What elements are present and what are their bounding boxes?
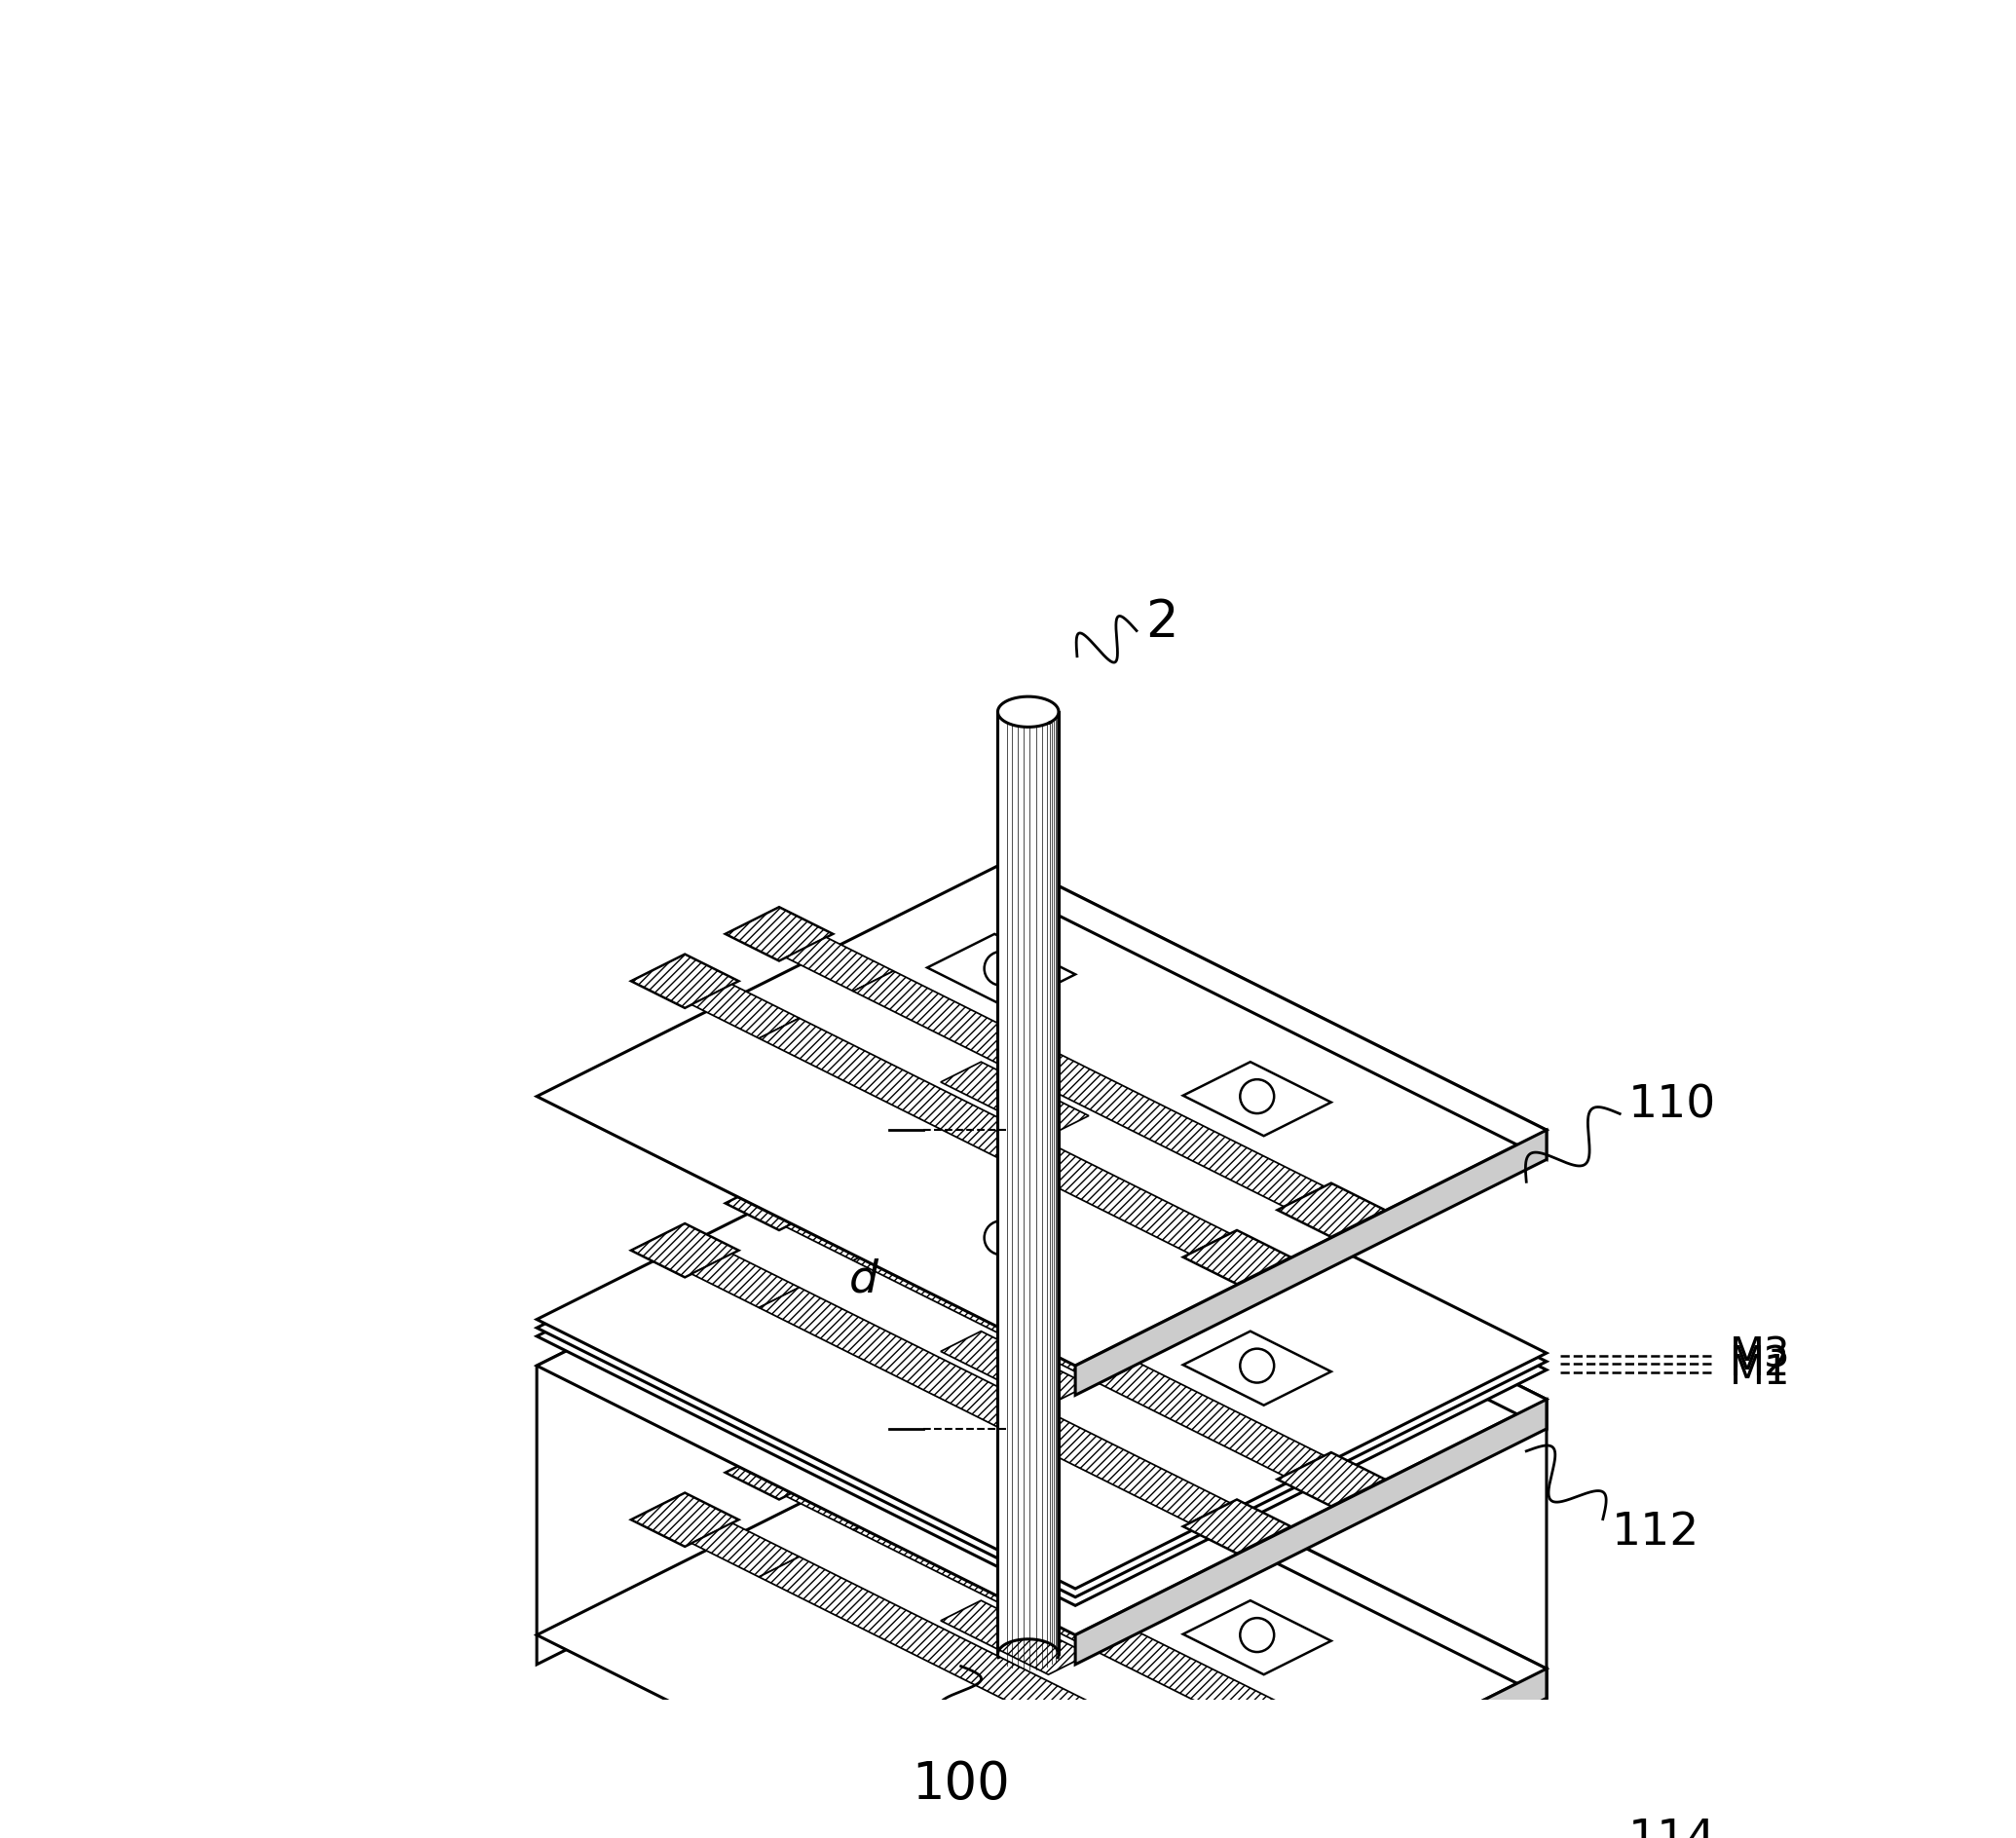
Polygon shape [536, 860, 1546, 1366]
Polygon shape [536, 1399, 1546, 1838]
Polygon shape [941, 1062, 1089, 1136]
Polygon shape [726, 1447, 833, 1500]
Polygon shape [726, 906, 833, 961]
Polygon shape [1183, 1331, 1331, 1406]
Polygon shape [1183, 1601, 1331, 1674]
Polygon shape [786, 1206, 893, 1261]
Polygon shape [1183, 1062, 1331, 1136]
Polygon shape [536, 1092, 1546, 1597]
Polygon shape [726, 1176, 833, 1230]
Polygon shape [1008, 1399, 1546, 1698]
Polygon shape [1183, 1230, 1290, 1285]
Polygon shape [1183, 1500, 1290, 1553]
Polygon shape [1278, 1184, 1385, 1237]
Polygon shape [853, 1241, 1325, 1476]
Text: 2: 2 [1145, 597, 1177, 647]
Text: d: d [849, 1257, 879, 1301]
Polygon shape [631, 1492, 738, 1546]
Polygon shape [853, 1509, 1325, 1746]
Text: M3: M3 [1730, 1334, 1790, 1377]
Text: 112: 112 [1611, 1511, 1699, 1555]
Text: 100: 100 [911, 1759, 1010, 1810]
Polygon shape [631, 954, 738, 1007]
Circle shape [1240, 1349, 1274, 1382]
Polygon shape [1008, 1130, 1546, 1698]
Polygon shape [1075, 1399, 1546, 1665]
Polygon shape [691, 1524, 798, 1577]
Polygon shape [1183, 1768, 1290, 1823]
Polygon shape [1008, 1130, 1546, 1428]
Polygon shape [1278, 1722, 1385, 1776]
Text: M1: M1 [1730, 1353, 1790, 1393]
Circle shape [984, 1491, 1018, 1524]
Polygon shape [536, 1101, 1546, 1606]
Polygon shape [691, 985, 798, 1038]
Circle shape [1240, 1079, 1274, 1114]
Polygon shape [998, 697, 1058, 728]
Text: 110: 110 [1629, 1083, 1716, 1127]
Text: M2: M2 [1730, 1344, 1790, 1384]
Polygon shape [536, 1130, 1546, 1636]
Polygon shape [941, 1601, 1089, 1674]
Polygon shape [941, 1331, 1089, 1406]
Polygon shape [1075, 1669, 1546, 1838]
Polygon shape [998, 697, 1058, 1654]
Polygon shape [786, 1476, 893, 1529]
Polygon shape [786, 937, 893, 991]
Polygon shape [758, 1018, 1230, 1254]
Polygon shape [1278, 1452, 1385, 1505]
Polygon shape [1075, 1130, 1546, 1395]
Polygon shape [927, 1204, 1075, 1277]
Circle shape [1240, 1617, 1274, 1652]
Polygon shape [758, 1287, 1230, 1524]
Polygon shape [536, 1130, 1008, 1665]
Circle shape [984, 952, 1018, 985]
Polygon shape [1008, 860, 1546, 1160]
Polygon shape [631, 1224, 738, 1277]
Polygon shape [927, 934, 1075, 1007]
Polygon shape [927, 1472, 1075, 1546]
Polygon shape [853, 970, 1325, 1206]
Polygon shape [691, 1254, 798, 1307]
Circle shape [984, 1220, 1018, 1255]
Polygon shape [758, 1557, 1230, 1792]
Polygon shape [536, 1084, 1546, 1588]
Text: 114: 114 [1629, 1818, 1716, 1838]
